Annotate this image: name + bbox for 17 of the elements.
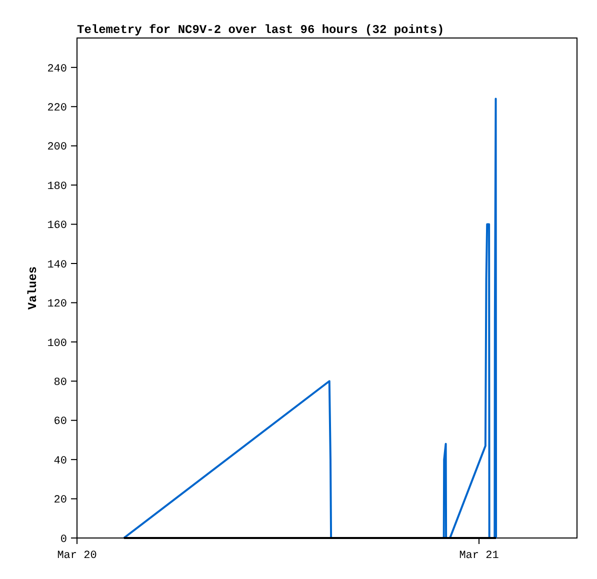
y-tick-label: 40 — [54, 455, 67, 468]
chart-title: Telemetry for NC9V-2 over last 96 hours (32 points) — [77, 23, 444, 37]
y-tick-label: 180 — [47, 180, 67, 193]
x-tick-label: Mar 21 — [459, 550, 500, 562]
y-tick-label: 120 — [47, 298, 67, 311]
y-tick-label: 60 — [54, 416, 67, 428]
y-tick-label: 200 — [47, 142, 67, 154]
y-tick-label: 240 — [47, 63, 67, 76]
y-axis-title: Values — [26, 266, 40, 310]
y-tick-label: 80 — [54, 376, 67, 389]
x-tick-label: Mar 20 — [57, 550, 97, 562]
y-tick-label: 140 — [47, 259, 67, 272]
y-tick-label: 220 — [47, 102, 67, 114]
y-tick-label: 0 — [60, 534, 67, 546]
y-tick-label: 20 — [54, 494, 67, 507]
y-tick-label: 100 — [47, 338, 67, 350]
y-tick-label: 160 — [47, 220, 67, 232]
